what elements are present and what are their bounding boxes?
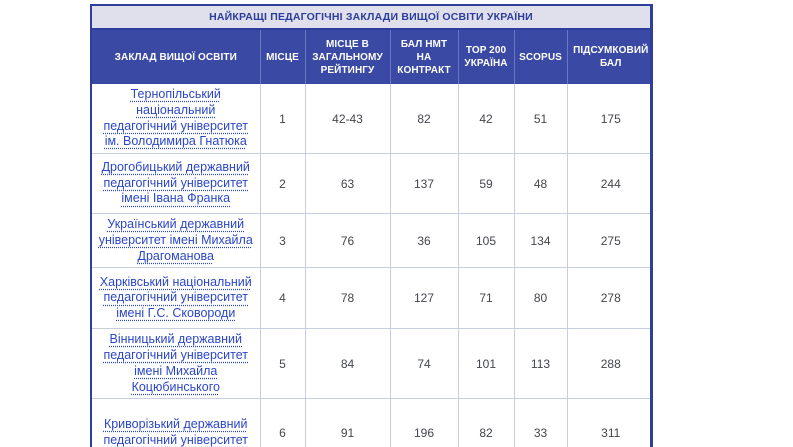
- university-link[interactable]: Тернопільський національний педагогічний…: [103, 87, 249, 149]
- scopus-cell: 51: [513, 84, 568, 154]
- place-cell: 5: [259, 328, 306, 400]
- overall-rank-cell: 91: [304, 398, 391, 447]
- column-header-total: ПІДСУМКОВИЙ БАЛ: [566, 30, 650, 84]
- ranking-table: ЗАКЛАД ВИЩОЇ ОСВІТИ МІСЦЕ МІСЦЕ В ЗАГАЛЬ…: [92, 30, 650, 447]
- column-header-scopus: SCOPUS: [513, 30, 567, 84]
- table-header: ЗАКЛАД ВИЩОЇ ОСВІТИ МІСЦЕ МІСЦЕ В ЗАГАЛЬ…: [92, 30, 650, 84]
- column-header-top200: TOP 200 УКРАЇНА: [457, 30, 514, 84]
- total-cell: 275: [566, 212, 650, 269]
- scopus-cell: 80: [513, 267, 568, 330]
- institution-cell: Тернопільський національний педагогічний…: [92, 84, 261, 154]
- nmt-contract-cell: 196: [389, 398, 459, 447]
- total-cell: 311: [566, 398, 650, 447]
- top200-cell: 105: [457, 212, 515, 269]
- top200-cell: 42: [457, 84, 515, 154]
- top200-cell: 59: [457, 153, 515, 214]
- place-cell: 2: [259, 153, 306, 214]
- table-row: Тернопільський національний педагогічний…: [92, 84, 650, 154]
- table-row: Український державний університет імені …: [92, 212, 650, 269]
- university-link[interactable]: Дрогобицький державний педагогічний унів…: [101, 159, 250, 206]
- top200-cell: 101: [457, 328, 515, 400]
- column-header-place: МІСЦЕ: [259, 30, 305, 84]
- overall-rank-cell: 78: [304, 267, 391, 330]
- ranking-table-container: НАЙКРАЩІ ПЕДАГОГІЧНІ ЗАКЛАДИ ВИЩОЇ ОСВІТ…: [90, 4, 653, 447]
- scopus-cell: 113: [513, 328, 568, 400]
- table-row: Дрогобицький державний педагогічний унів…: [92, 153, 650, 214]
- column-header-overall-rank: МІСЦЕ В ЗАГАЛЬНОМУ РЕЙТИНГУ: [304, 30, 390, 84]
- total-cell: 278: [566, 267, 650, 330]
- column-header-nmt-contract: БАЛ НМТ НА КОНТРАКТ: [389, 30, 458, 84]
- overall-rank-cell: 84: [304, 328, 391, 400]
- place-cell: 1: [259, 84, 306, 154]
- overall-rank-cell: 76: [304, 212, 391, 269]
- university-link[interactable]: Вінницький державний педагогічний універ…: [103, 332, 249, 394]
- total-cell: 175: [566, 84, 650, 154]
- table-title: НАЙКРАЩІ ПЕДАГОГІЧНІ ЗАКЛАДИ ВИЩОЇ ОСВІТ…: [92, 4, 650, 30]
- scopus-cell: 48: [513, 153, 568, 214]
- nmt-contract-cell: 74: [389, 328, 459, 400]
- place-cell: 4: [259, 267, 306, 330]
- table-row: Криворізький державний педагогічний унів…: [92, 398, 650, 447]
- top200-cell: 71: [457, 267, 515, 330]
- total-cell: 244: [566, 153, 650, 214]
- institution-cell: Харківський національний педагогічний ун…: [92, 267, 261, 330]
- place-cell: 6: [259, 398, 306, 447]
- nmt-contract-cell: 82: [389, 84, 459, 154]
- place-cell: 3: [259, 212, 306, 269]
- nmt-contract-cell: 137: [389, 153, 459, 214]
- university-link[interactable]: Криворізький державний педагогічний унів…: [103, 417, 249, 447]
- overall-rank-cell: 63: [304, 153, 391, 214]
- overall-rank-cell: 42-43: [304, 84, 391, 154]
- table-row: Вінницький державний педагогічний універ…: [92, 328, 650, 400]
- university-link[interactable]: Харківський національний педагогічний ун…: [99, 274, 252, 321]
- nmt-contract-cell: 127: [389, 267, 459, 330]
- total-cell: 288: [566, 328, 650, 400]
- scopus-cell: 134: [513, 212, 568, 269]
- institution-cell: Криворізький державний педагогічний унів…: [92, 398, 261, 447]
- top200-cell: 82: [457, 398, 515, 447]
- university-link[interactable]: Український державний університет імені …: [98, 217, 253, 263]
- scopus-cell: 33: [513, 398, 568, 447]
- institution-cell: Вінницький державний педагогічний універ…: [92, 328, 261, 400]
- nmt-contract-cell: 36: [389, 212, 459, 269]
- institution-cell: Дрогобицький державний педагогічний унів…: [92, 153, 261, 214]
- institution-cell: Український державний університет імені …: [92, 212, 261, 269]
- table-row: Харківський національний педагогічний ун…: [92, 267, 650, 330]
- column-header-institution: ЗАКЛАД ВИЩОЇ ОСВІТИ: [92, 30, 260, 84]
